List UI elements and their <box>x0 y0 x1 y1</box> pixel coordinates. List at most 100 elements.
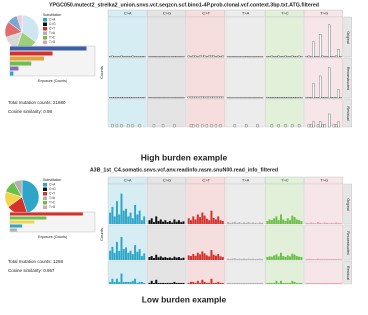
bar <box>295 282 298 284</box>
bar <box>335 282 338 284</box>
bar <box>131 254 134 260</box>
bar <box>277 282 280 284</box>
bar <box>136 214 139 224</box>
facet-bg <box>186 57 226 99</box>
bar <box>277 55 280 58</box>
legend-label: T>A <box>49 31 56 35</box>
bar <box>286 282 289 284</box>
exposure-bar <box>10 224 23 228</box>
bar <box>261 282 264 284</box>
counts-label: Counts <box>99 228 104 241</box>
bar <box>127 281 130 284</box>
bar <box>242 282 245 284</box>
facet-bg <box>265 57 304 99</box>
pie-slice <box>16 14 23 33</box>
bar <box>210 124 213 128</box>
bar <box>194 255 197 260</box>
bar <box>189 124 193 128</box>
bar <box>171 222 174 224</box>
bar <box>316 258 319 260</box>
exposure-bar <box>10 71 14 76</box>
bar <box>330 259 333 260</box>
bar <box>307 124 311 128</box>
facet-bg <box>265 98 304 128</box>
bar <box>240 223 243 224</box>
bar <box>131 55 134 58</box>
bar <box>284 97 287 99</box>
bar <box>212 217 215 224</box>
facet-bg <box>107 260 147 285</box>
bar <box>205 282 208 284</box>
bar <box>252 282 254 284</box>
bar <box>127 216 130 224</box>
row-label: Reconstructed <box>346 67 350 90</box>
facet-bg <box>304 16 343 58</box>
legend-label: C>A <box>49 18 56 22</box>
bar <box>150 218 153 224</box>
bar <box>109 56 112 58</box>
bar <box>297 124 301 128</box>
facet-bg <box>225 260 265 285</box>
bar <box>289 282 292 284</box>
bar <box>321 223 324 224</box>
exposure-label: Exposure (Counts) <box>38 235 67 239</box>
row-strip <box>343 260 352 285</box>
bar <box>120 273 123 284</box>
bar <box>136 282 139 284</box>
bar <box>201 54 204 58</box>
bar <box>323 282 326 284</box>
bar <box>187 255 190 260</box>
bar <box>321 259 324 260</box>
bar <box>138 249 141 260</box>
bar <box>325 56 329 58</box>
facet-bg <box>304 224 343 261</box>
bar <box>337 49 340 58</box>
bar <box>282 97 285 99</box>
bar <box>120 124 123 128</box>
bar <box>173 256 176 260</box>
bar <box>328 282 331 284</box>
pie-slice <box>21 179 40 214</box>
bar <box>300 220 303 224</box>
bar <box>131 124 134 128</box>
bar <box>118 251 121 260</box>
bar <box>328 113 331 128</box>
bar <box>159 256 162 260</box>
bar <box>122 249 125 260</box>
bar <box>214 56 218 58</box>
bar <box>310 222 313 224</box>
bar <box>150 256 153 260</box>
bar <box>245 259 248 260</box>
bar <box>227 258 230 260</box>
bar <box>111 206 114 224</box>
bar <box>247 222 250 224</box>
bar <box>282 282 285 284</box>
legend-label: C>T <box>49 27 55 31</box>
bar <box>277 124 280 128</box>
bar <box>173 281 176 284</box>
facet-bg <box>107 57 147 99</box>
cosine: Cosine similarity: 0.957 <box>8 268 55 273</box>
facet-label: C>T <box>202 178 210 183</box>
bar <box>300 56 303 58</box>
bar <box>217 216 220 224</box>
bar <box>203 96 206 99</box>
legend-swatch <box>43 187 47 191</box>
bar <box>312 282 315 284</box>
bar <box>307 55 311 58</box>
bar <box>203 215 206 224</box>
bar <box>210 250 213 260</box>
bar <box>196 214 199 224</box>
bar <box>120 55 123 58</box>
bar <box>140 56 144 58</box>
legend-swatch <box>43 22 47 26</box>
bar <box>339 223 342 224</box>
bar <box>120 193 123 224</box>
panel-title: A3B_1st_C4.somatic.snvs.vcf.anv.readinfo… <box>90 167 278 173</box>
bar <box>194 219 197 224</box>
bar <box>293 281 296 284</box>
bar <box>314 223 317 224</box>
bar <box>337 282 340 284</box>
bar <box>316 97 320 99</box>
